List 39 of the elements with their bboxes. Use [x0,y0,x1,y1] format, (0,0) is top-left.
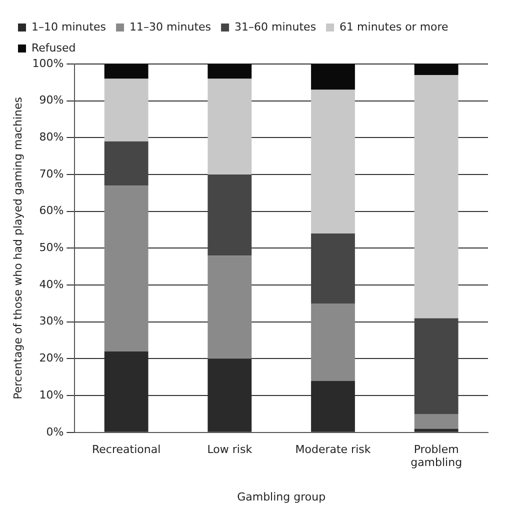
bar [414,318,458,414]
bar [414,75,458,318]
legend-label: 1–10 minutes [32,20,106,34]
bar [208,256,252,359]
bar [414,64,458,76]
bar [414,414,458,429]
y-tick-label: 60% [39,204,64,218]
y-tick-label: 0% [46,425,64,438]
legend-label: Refused [32,41,76,54]
bar [311,64,355,90]
bar [104,64,148,79]
legend-label: 31–60 minutes [234,20,316,34]
x-tick-label: Moderate risk [295,442,372,456]
bar [104,186,148,352]
y-tick-label: 50% [39,241,64,254]
x-tick-label: Problem gambling [410,442,462,470]
y-tick-label: 10% [39,388,64,402]
bar [311,303,355,381]
x-axis-title: Gambling group [237,490,326,504]
legend-label: 61 minutes or more [340,20,449,34]
bar [208,64,252,79]
bar [311,233,355,304]
legend-label: 11–30 minutes [130,20,212,34]
y-tick-label: 30% [39,314,64,328]
bar [311,90,355,234]
y-tick-label: 80% [39,130,64,144]
x-tick-label: Recreational [92,442,161,456]
bar [208,78,252,175]
bar [104,141,148,186]
y-tick-label: 20% [39,352,64,365]
bar [414,428,458,432]
bar [208,174,252,256]
y-tick-label: 40% [39,278,64,291]
x-tick-label: Low risk [207,442,253,456]
y-tick-label: 70% [39,167,64,180]
y-axis-title: Percentage of those who had played gaming machines [11,96,24,400]
y-tick-label: 90% [39,94,64,107]
bar [104,78,148,142]
y-tick-label: 100% [32,56,64,70]
